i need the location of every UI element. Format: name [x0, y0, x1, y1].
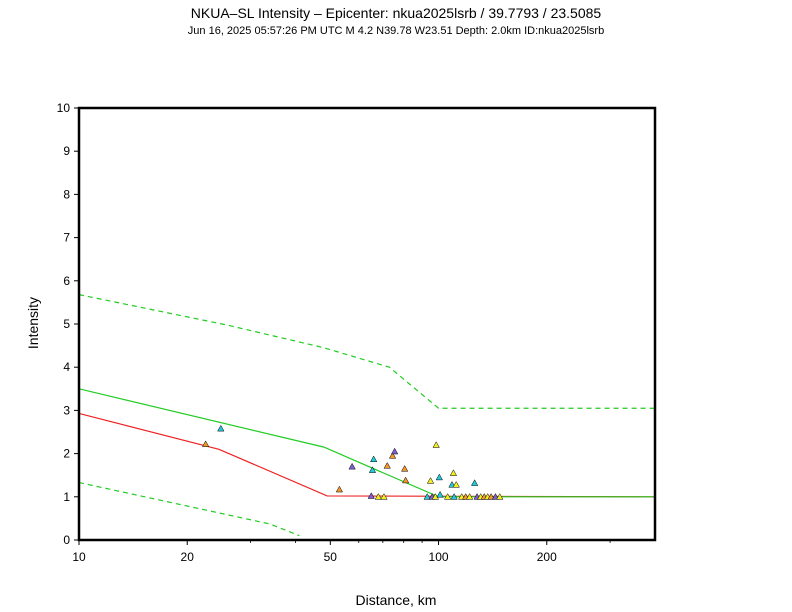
station-marker	[432, 441, 440, 448]
y-tick-label: 9	[63, 144, 70, 158]
y-tick-label: 0	[63, 533, 70, 547]
chart-subtitle: Jun 16, 2025 05:57:26 PM UTC M 4.2 N39.7…	[187, 25, 605, 37]
y-tick-label: 1	[63, 490, 70, 504]
green-dashed-curve-3	[79, 481, 300, 537]
station-marker	[423, 493, 431, 500]
y-tick-label: 8	[63, 187, 70, 201]
y-tick-label: 10	[57, 101, 71, 115]
station-markers	[201, 424, 504, 500]
x-tick-label: 20	[181, 550, 195, 564]
y-tick-label: 2	[63, 447, 70, 461]
station-marker	[201, 440, 210, 447]
station-marker	[401, 465, 409, 472]
station-marker	[367, 492, 375, 499]
station-marker	[449, 469, 458, 476]
station-marker	[452, 480, 460, 488]
y-tick-label: 4	[63, 360, 70, 374]
x-tick-label: 200	[537, 550, 557, 564]
green-dashed-curve-2	[79, 294, 655, 409]
station-marker	[402, 476, 410, 484]
y-tick-label: 6	[63, 274, 70, 288]
station-marker	[487, 493, 495, 500]
station-marker	[391, 447, 399, 455]
station-marker	[431, 493, 440, 500]
y-tick-label: 3	[63, 403, 70, 417]
chart-title: NKUA–SL Intensity – Epicenter: nkua2025l…	[190, 5, 602, 21]
x-tick-label: 10	[72, 550, 86, 564]
y-axis-title: Intensity	[25, 297, 41, 349]
station-marker	[436, 490, 444, 498]
station-marker	[348, 462, 356, 470]
attenuation-curves	[79, 294, 655, 537]
station-marker	[380, 493, 388, 500]
red-curve	[79, 412, 655, 498]
station-marker	[470, 479, 479, 486]
plot-frame	[77, 106, 657, 542]
station-marker	[444, 493, 452, 500]
station-marker	[388, 452, 397, 459]
green-curve	[79, 388, 655, 498]
station-marker	[465, 493, 474, 500]
station-marker	[383, 461, 391, 469]
station-marker	[217, 424, 225, 432]
x-tick-label: 100	[429, 550, 449, 564]
y-tick-label: 5	[63, 317, 70, 331]
axes: 0 1 2 3 4 5 6 7 8 9 10 10 20 50 100 200	[57, 101, 657, 564]
x-tick-label: 50	[324, 550, 338, 564]
station-marker	[335, 485, 344, 493]
station-marker	[450, 493, 458, 500]
x-axis-title: Distance, km	[356, 592, 437, 608]
station-marker	[426, 477, 435, 484]
station-marker	[370, 455, 378, 463]
y-tick-label: 7	[63, 231, 70, 245]
station-marker	[374, 493, 382, 500]
station-marker	[368, 466, 377, 473]
station-marker	[496, 493, 504, 500]
station-marker	[435, 473, 443, 481]
